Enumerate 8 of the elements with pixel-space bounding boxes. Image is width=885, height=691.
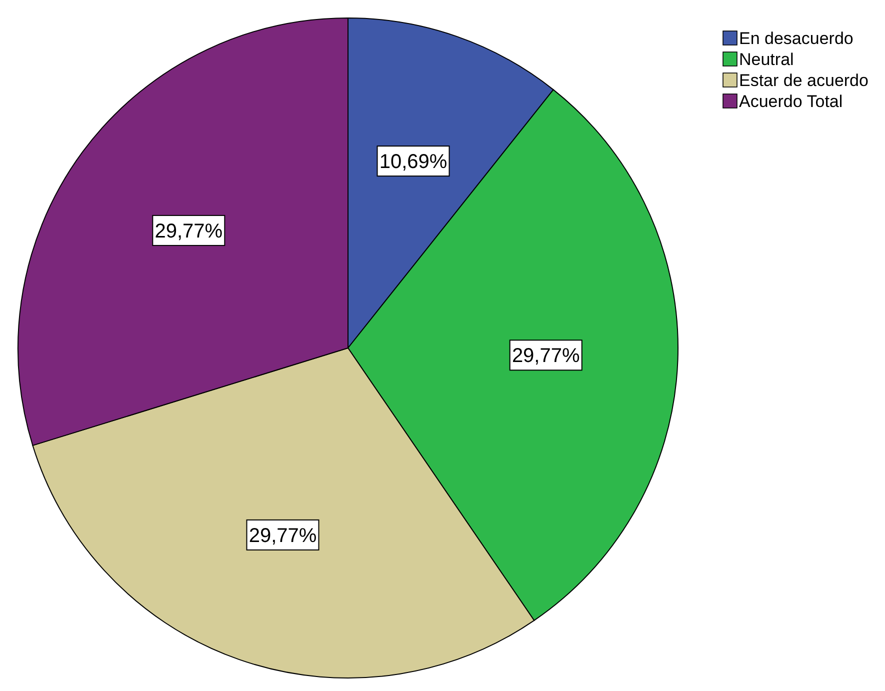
data-label: 29,77%: [512, 345, 580, 368]
legend-label: Estar de acuerdo: [739, 71, 868, 90]
legend-label: Acuerdo Total: [739, 92, 843, 111]
legend-label: Neutral: [739, 50, 794, 69]
data-label: 29,77%: [154, 220, 223, 242]
data-label: 10,69%: [379, 151, 448, 174]
data-label: 29,77%: [248, 524, 317, 547]
legend-label: En desacuerdo: [739, 29, 854, 48]
